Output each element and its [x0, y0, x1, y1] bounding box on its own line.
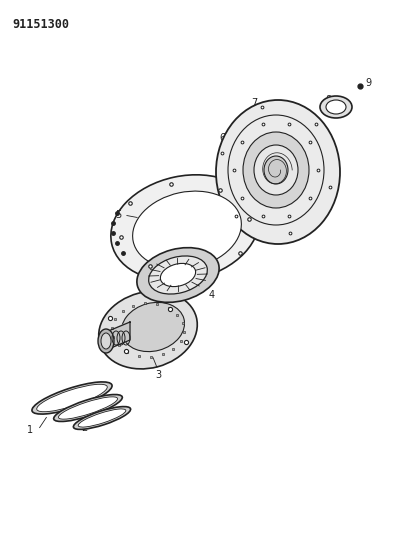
Text: 1: 1 [27, 425, 33, 435]
Ellipse shape [216, 100, 340, 244]
Text: 91151300: 91151300 [12, 18, 69, 31]
Text: 5: 5 [115, 210, 121, 220]
Text: 4: 4 [209, 290, 215, 300]
Ellipse shape [121, 302, 184, 352]
Ellipse shape [37, 384, 107, 411]
Ellipse shape [137, 248, 219, 302]
Text: 7: 7 [251, 98, 257, 108]
Ellipse shape [254, 145, 298, 195]
Ellipse shape [32, 382, 112, 414]
Ellipse shape [320, 96, 352, 118]
Ellipse shape [264, 156, 288, 184]
Ellipse shape [243, 132, 309, 208]
Ellipse shape [234, 104, 338, 240]
Ellipse shape [101, 333, 111, 349]
Ellipse shape [99, 291, 197, 369]
Ellipse shape [59, 397, 118, 419]
Polygon shape [106, 322, 130, 350]
Text: 3: 3 [155, 370, 161, 380]
Ellipse shape [149, 256, 207, 294]
Text: 2: 2 [81, 423, 87, 433]
Ellipse shape [78, 409, 126, 427]
Text: 6: 6 [219, 133, 225, 143]
Ellipse shape [132, 191, 241, 269]
Ellipse shape [160, 263, 196, 287]
Ellipse shape [111, 175, 259, 281]
Text: 9: 9 [365, 78, 371, 88]
Ellipse shape [54, 394, 122, 422]
Ellipse shape [73, 407, 130, 430]
Ellipse shape [98, 329, 114, 353]
Text: 8: 8 [325, 95, 331, 105]
Ellipse shape [326, 100, 346, 114]
